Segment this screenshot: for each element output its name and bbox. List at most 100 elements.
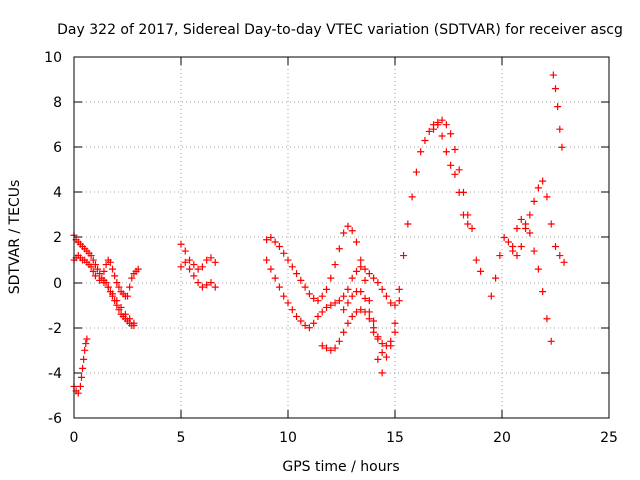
data-point (340, 328, 348, 336)
x-tick-label-0: 0 (70, 430, 79, 446)
data-point (492, 274, 500, 282)
data-point (430, 125, 438, 133)
data-point (451, 146, 459, 154)
data-point (310, 319, 318, 327)
data-point (134, 265, 142, 273)
data-point (194, 279, 202, 287)
data-point (438, 116, 446, 124)
y-tick-label--6: -6 (48, 411, 62, 427)
data-point (348, 312, 356, 320)
y-axis-label: SDTVAR / TECUs (7, 180, 23, 295)
series-early-drop (70, 335, 91, 397)
data-point (305, 324, 313, 332)
data-point (340, 292, 348, 300)
data-point (425, 127, 433, 135)
data-point (442, 148, 450, 156)
data-point (459, 211, 467, 219)
data-point (340, 306, 348, 314)
data-point (271, 274, 279, 282)
data-point (207, 279, 215, 287)
data-point (395, 297, 403, 305)
series-early-lower (70, 252, 138, 327)
data-point (96, 270, 104, 278)
data-point (378, 369, 386, 377)
data-point (556, 252, 564, 260)
data-point (271, 238, 279, 246)
data-point (395, 285, 403, 293)
data-point (344, 319, 352, 327)
data-point (361, 294, 369, 302)
data-point (387, 337, 395, 345)
data-point (335, 245, 343, 253)
data-point (352, 308, 360, 316)
data-point (370, 274, 378, 282)
data-point (79, 364, 87, 372)
data-point (280, 292, 288, 300)
data-point (284, 256, 292, 264)
data-point (335, 337, 343, 345)
data-point (517, 215, 525, 223)
data-point (468, 224, 476, 232)
data-point (181, 258, 189, 266)
data-point (382, 353, 390, 361)
data-point (113, 279, 121, 287)
x-tick-label-20: 20 (493, 430, 511, 446)
series-mid-block-a (177, 240, 219, 273)
data-point (344, 299, 352, 307)
data-point (438, 132, 446, 140)
series-noon-lower (318, 306, 399, 354)
data-point (331, 344, 339, 352)
data-point (314, 297, 322, 305)
data-point (361, 265, 369, 273)
data-point (374, 333, 382, 341)
data-point (361, 276, 369, 284)
data-point (186, 265, 194, 273)
data-point (543, 315, 551, 323)
data-point (357, 256, 365, 264)
data-point (263, 236, 271, 244)
data-point (382, 342, 390, 350)
data-point (387, 299, 395, 307)
data-point (365, 315, 373, 323)
data-point (522, 220, 530, 228)
data-point (77, 373, 85, 381)
data-point (106, 258, 114, 266)
y-tick-label--2: -2 (48, 321, 62, 337)
data-point (293, 270, 301, 278)
data-point (400, 252, 408, 260)
data-point (340, 229, 348, 237)
data-point (408, 193, 416, 201)
data-point (391, 301, 399, 309)
data-point (198, 283, 206, 291)
data-point (318, 292, 326, 300)
series-noon-branch (263, 256, 403, 332)
data-point (365, 308, 373, 316)
data-point (365, 297, 373, 305)
y-tick-label--4: -4 (48, 366, 62, 382)
x-tick-labels: 0 5 10 15 20 25 (70, 430, 618, 446)
data-point (89, 256, 97, 264)
y-tick-label-0: 0 (53, 276, 62, 292)
data-point (477, 267, 485, 275)
data-point (447, 161, 455, 169)
x-tick-label-25: 25 (600, 430, 618, 446)
data-point (370, 328, 378, 336)
series-early-bump (100, 256, 142, 300)
data-point (94, 265, 102, 273)
data-point (331, 261, 339, 269)
data-point (412, 168, 420, 176)
data-point (211, 283, 219, 291)
x-tick-label-5: 5 (177, 430, 186, 446)
data-point (513, 252, 521, 260)
data-point (115, 283, 123, 291)
data-point (109, 265, 117, 273)
data-point (552, 85, 559, 93)
data-point (487, 292, 495, 300)
y-ticks (74, 101, 609, 374)
series-noon-rise (263, 116, 472, 361)
data-point (323, 303, 331, 311)
x-tick-label-10: 10 (279, 430, 297, 446)
data-point (417, 148, 425, 156)
data-point (181, 247, 189, 255)
data-point (87, 252, 95, 260)
